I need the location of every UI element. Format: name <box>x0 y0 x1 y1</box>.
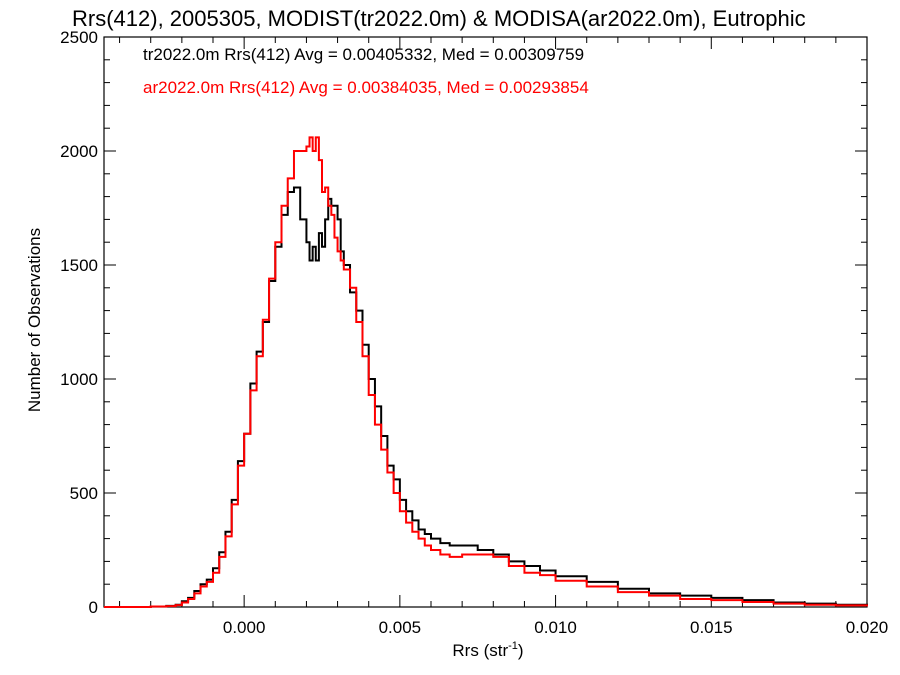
legend-entry-ar: ar2022.0m Rrs(412) Avg = 0.00384035, Med… <box>143 78 589 97</box>
y-tick-label: 1500 <box>60 256 98 275</box>
series-lines <box>104 136 868 608</box>
x-axis-label-main: Rrs (str <box>452 641 508 660</box>
chart-title: Rrs(412), 2005305, MODIST(tr2022.0m) & M… <box>72 6 806 31</box>
x-tick-label: 0.020 <box>846 618 889 637</box>
y-tick-label: 1000 <box>60 370 98 389</box>
x-axis-label-superscript: -1 <box>508 640 518 652</box>
x-tick-label: 0.005 <box>379 618 422 637</box>
y-tick-label: 2000 <box>60 142 98 161</box>
y-tick-label: 500 <box>70 484 98 503</box>
y-tick-label: 2500 <box>60 28 98 47</box>
axis-ticks <box>104 36 868 608</box>
x-tick-label: 0.010 <box>534 618 577 637</box>
x-axis-label: Rrs (str-1) <box>452 640 523 660</box>
y-axis-label: Number of Observations <box>25 228 44 412</box>
series-line-ar2022-0m <box>104 136 868 608</box>
legend-entry-tr: tr2022.0m Rrs(412) Avg = 0.00405332, Med… <box>143 45 584 64</box>
plot-border <box>103 36 868 608</box>
plot-frame <box>103 36 868 608</box>
series-line-tr2022-0m <box>104 186 868 608</box>
y-tick-label: 0 <box>89 598 98 617</box>
x-axis-label-close: ) <box>518 641 524 660</box>
tick-labels: 0.000 0.005 0.010 0.015 0.020 0 500 1000 1500 200… <box>60 28 888 637</box>
x-tick-label: 0.015 <box>690 618 733 637</box>
x-tick-label: 0.000 <box>223 618 266 637</box>
